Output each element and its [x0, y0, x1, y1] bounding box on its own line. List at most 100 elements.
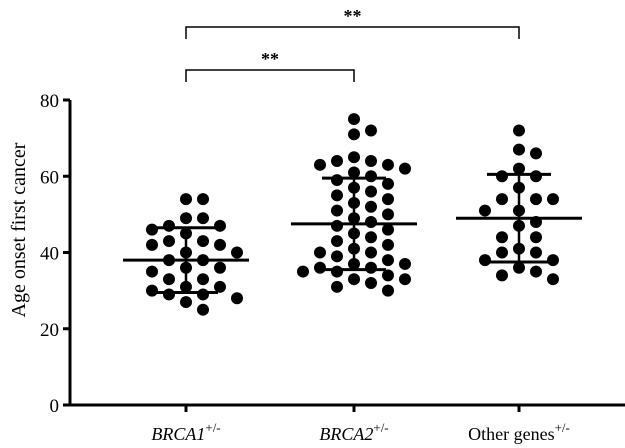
data-point	[231, 246, 243, 259]
data-point	[146, 284, 158, 297]
data-point	[197, 212, 209, 225]
data-point	[365, 261, 377, 274]
data-point	[197, 303, 209, 316]
data-point	[197, 193, 209, 206]
x-tick-label-sup: +/-	[555, 420, 570, 435]
x-tick-label-sup: +/-	[373, 420, 388, 435]
data-point	[547, 193, 559, 206]
data-point	[331, 250, 343, 263]
data-point	[197, 273, 209, 286]
significance-label: **	[344, 6, 362, 26]
data-point	[513, 162, 525, 175]
data-point	[331, 219, 343, 232]
data-groups	[123, 113, 582, 316]
x-tick-label-base: BRCA1	[151, 424, 205, 444]
data-point	[382, 284, 394, 297]
significance-label: **	[261, 49, 279, 69]
y-tick-label: 80	[40, 91, 59, 112]
data-point	[197, 235, 209, 248]
y-tick-label: 40	[40, 244, 59, 265]
y-axis: 0 20 40 60 80	[40, 91, 72, 417]
data-point	[146, 265, 158, 278]
y-tick-label: 0	[50, 396, 60, 417]
data-point	[382, 238, 394, 251]
data-point	[496, 231, 508, 244]
data-point	[530, 170, 542, 183]
data-point	[547, 273, 559, 286]
data-point	[365, 124, 377, 137]
data-point	[547, 254, 559, 267]
x-tick-label: Other genes+/-	[468, 420, 570, 444]
data-point	[365, 185, 377, 198]
data-point	[180, 296, 192, 309]
data-point	[479, 254, 491, 267]
y-axis-label: Age onset first cancer	[8, 142, 30, 317]
data-point	[382, 223, 394, 236]
significance-bracket	[185, 69, 355, 82]
data-point	[365, 277, 377, 289]
data-point	[180, 212, 192, 225]
data-point	[382, 208, 394, 221]
data-point	[348, 113, 360, 126]
data-point	[496, 170, 508, 183]
data-point	[530, 193, 542, 206]
data-point	[365, 246, 377, 259]
data-point	[365, 200, 377, 213]
x-axis: BRCA1+/- BRCA2+/- Other genes+/-	[70, 403, 625, 444]
data-point	[331, 204, 343, 217]
data-point	[496, 193, 508, 206]
data-point	[479, 204, 491, 217]
data-point	[399, 257, 411, 270]
data-point	[314, 158, 326, 171]
data-point	[163, 273, 175, 286]
x-tick-label-sup: +/-	[205, 420, 220, 435]
data-point	[382, 254, 394, 267]
data-point	[382, 193, 394, 206]
significance-annotations: ** **	[185, 6, 520, 82]
data-point	[365, 155, 377, 167]
y-tick-label: 20	[40, 320, 59, 341]
data-point	[331, 189, 343, 202]
data-point	[530, 231, 542, 244]
data-point	[331, 174, 343, 187]
data-point	[365, 170, 377, 183]
data-point	[214, 238, 226, 251]
data-point	[146, 223, 158, 236]
data-point	[348, 273, 360, 286]
data-point	[314, 246, 326, 259]
x-tick-label: BRCA2+/-	[319, 420, 388, 444]
data-point	[530, 147, 542, 160]
data-point	[314, 261, 326, 274]
significance-bracket	[185, 26, 520, 39]
data-point	[146, 238, 158, 251]
data-point	[163, 235, 175, 248]
data-point	[331, 265, 343, 278]
data-point	[365, 231, 377, 244]
data-point	[382, 269, 394, 282]
data-point	[163, 219, 175, 232]
data-point	[331, 235, 343, 248]
data-point	[530, 246, 542, 259]
data-point	[331, 280, 343, 293]
data-point	[496, 246, 508, 259]
data-point	[348, 151, 360, 164]
data-point	[180, 193, 192, 206]
data-point	[513, 124, 525, 137]
x-tick-label-base: BRCA2	[319, 424, 373, 444]
data-point	[331, 155, 343, 167]
data-point	[399, 162, 411, 175]
data-point	[513, 261, 525, 274]
data-point	[214, 219, 226, 232]
data-point	[348, 166, 360, 179]
data-point	[197, 288, 209, 301]
data-point	[231, 292, 243, 305]
x-tick-label-base: Other genes	[468, 424, 554, 444]
data-point	[348, 128, 360, 141]
data-point	[365, 216, 377, 228]
data-point	[382, 158, 394, 171]
data-point	[399, 273, 411, 286]
data-point	[513, 143, 525, 156]
data-point	[163, 288, 175, 301]
data-point	[214, 261, 226, 274]
